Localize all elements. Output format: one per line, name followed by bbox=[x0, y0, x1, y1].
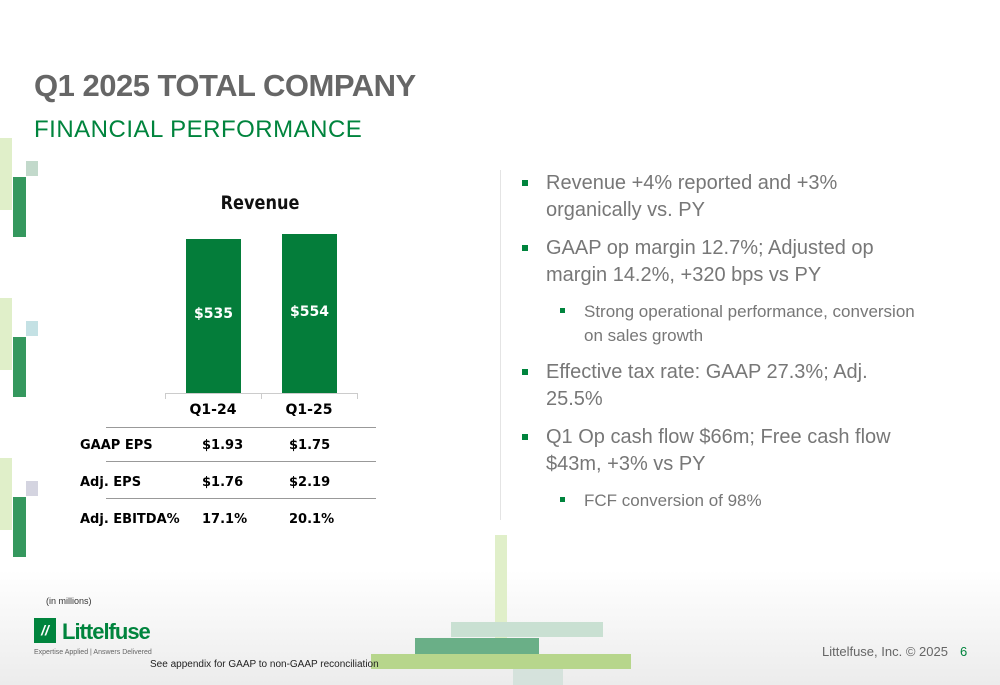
table-row: Adj. EBITDA% 17.1% 20.1% bbox=[80, 502, 376, 538]
sub-bullet: Strong operational performance, conversi… bbox=[558, 300, 920, 348]
sub-bullet: FCF conversion of 98% bbox=[558, 489, 920, 513]
cell: $1.93 bbox=[202, 438, 244, 453]
divider bbox=[500, 170, 501, 520]
bullet: Q1 Op cash flow $66m; Free cash flow $43… bbox=[520, 424, 920, 478]
row-label: GAAP EPS bbox=[80, 438, 153, 453]
footnote: See appendix for GAAP to non-GAAP reconc… bbox=[150, 659, 379, 670]
bullet: Revenue +4% reported and +3% organically… bbox=[520, 170, 920, 224]
copyright: Littelfuse, Inc. © 2025 bbox=[822, 644, 948, 659]
units-note: (in millions) bbox=[46, 596, 92, 606]
table-row: GAAP EPS $1.93 $1.75 bbox=[80, 428, 376, 464]
page-number: 6 bbox=[960, 644, 968, 659]
page-title: Q1 2025 TOTAL COMPANY bbox=[34, 68, 416, 103]
cell: 17.1% bbox=[202, 512, 248, 527]
chart-title: Revenue bbox=[220, 192, 300, 214]
bullet-list: Revenue +4% reported and +3% organically… bbox=[520, 170, 920, 524]
page-subtitle: FINANCIAL PERFORMANCE bbox=[34, 116, 363, 143]
bar-data-label: $554 bbox=[290, 303, 329, 320]
bar-data-label: $535 bbox=[194, 306, 233, 323]
table-row: Adj. EPS $1.76 $2.19 bbox=[80, 465, 376, 501]
cell: $1.75 bbox=[289, 438, 331, 453]
revenue-bar bbox=[186, 239, 241, 393]
cell: $2.19 bbox=[289, 475, 331, 490]
x-tick-label: Q1-24 bbox=[189, 402, 237, 418]
row-label: Adj. EPS bbox=[80, 475, 142, 490]
logo: Littelfuse bbox=[62, 619, 151, 644]
cell: 20.1% bbox=[289, 512, 335, 527]
logo-icon: // bbox=[34, 618, 56, 643]
cell: $1.76 bbox=[202, 475, 244, 490]
row-label: Adj. EBITDA% bbox=[80, 512, 180, 527]
bullet: GAAP op margin 12.7%; Adjusted op margin… bbox=[520, 235, 920, 289]
bullet: Effective tax rate: GAAP 27.3%; Adj. 25.… bbox=[520, 359, 920, 413]
tagline: Expertise Applied | Answers Delivered bbox=[34, 649, 152, 656]
revenue-bar bbox=[282, 234, 337, 393]
x-tick-label: Q1-25 bbox=[285, 402, 333, 418]
